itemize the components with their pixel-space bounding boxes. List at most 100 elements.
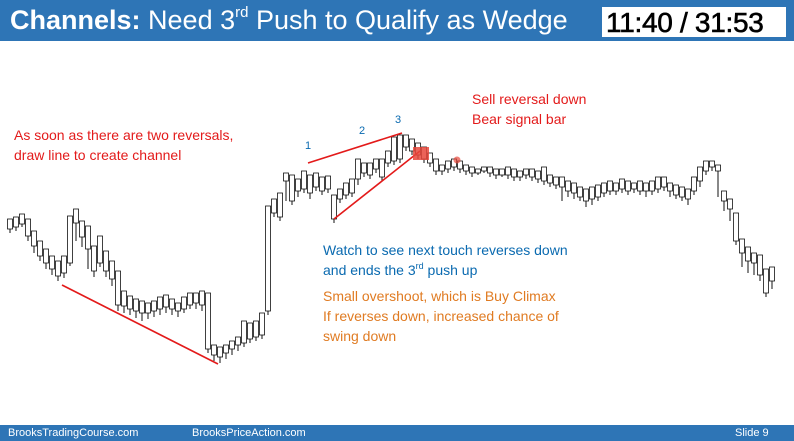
footer-course-link[interactable]: BrooksTradingCourse.com: [8, 427, 139, 439]
candle: [25, 218, 31, 241]
candle: [241, 320, 247, 347]
title-bar: Channels: Need 3rd Push to Qualify as We…: [0, 0, 794, 41]
candle: [319, 176, 325, 195]
candle: [367, 162, 373, 179]
candle: [247, 322, 253, 343]
candle: [529, 168, 535, 181]
watch-line-2: and ends the 3rd push up: [323, 261, 478, 279]
buy-climax-note: Small overshoot, which is Buy Climax If …: [323, 286, 559, 346]
candle: [403, 134, 409, 151]
candle: [763, 268, 769, 297]
candle: [79, 220, 85, 247]
candle: [559, 176, 565, 201]
candle: [595, 184, 601, 201]
candle: [229, 340, 235, 355]
candle: [169, 298, 175, 315]
candle: [109, 260, 115, 286]
climax-line-2: If reverses down, increased chance of: [323, 308, 559, 324]
candle: [163, 294, 169, 313]
footer-bar: BrooksTradingCourse.com BrooksPriceActio…: [0, 425, 794, 441]
candle: [667, 182, 673, 197]
candle: [757, 254, 763, 281]
bear-signal-bar-highlight: [413, 147, 429, 160]
candle: [361, 162, 367, 177]
wedge-upper-line: [307, 132, 403, 164]
candle: [337, 188, 343, 203]
candle: [517, 170, 523, 181]
candle: [193, 292, 199, 309]
candle: [313, 172, 319, 191]
candle: [265, 205, 271, 315]
candle: [289, 174, 295, 205]
candle: [625, 180, 631, 195]
title-text: Need 3: [140, 5, 236, 35]
candle: [631, 182, 637, 193]
candle: [295, 178, 301, 197]
two-reversals-note: As soon as there are two reversals, draw…: [14, 125, 233, 165]
candle: [745, 246, 751, 273]
candle: [211, 344, 217, 361]
candle: [19, 213, 25, 227]
candle: [613, 182, 619, 195]
candle: [601, 182, 607, 197]
candle: [73, 208, 79, 241]
candle: [205, 292, 211, 353]
candle: [493, 168, 499, 179]
candle: [697, 166, 703, 187]
candle: [85, 225, 91, 269]
candle: [343, 182, 349, 199]
candle: [445, 160, 451, 173]
candle: [91, 245, 97, 277]
candle: [325, 175, 331, 193]
candle: [709, 160, 715, 171]
candle: [283, 172, 289, 201]
candle: [721, 190, 727, 211]
candle: [43, 248, 49, 269]
timer-text: 11:40 / 31:53: [606, 7, 764, 38]
slide-title: Channels: Need 3rd Push to Qualify as We…: [10, 4, 568, 37]
push-label-3: 3: [395, 114, 402, 126]
candle: [97, 235, 103, 267]
candle: [121, 290, 127, 313]
footer-site-link[interactable]: BrooksPriceAction.com: [192, 427, 306, 439]
candle: [589, 186, 595, 205]
title-text-end: Push to Qualify as Wedge: [248, 5, 568, 35]
candle: [181, 296, 187, 313]
candle: [127, 295, 133, 315]
sell-reversal-note: Sell reversal down Bear signal bar: [472, 89, 586, 129]
candle: [499, 168, 505, 177]
candle: [433, 158, 439, 175]
candle: [409, 138, 415, 155]
video-timer: 11:40 / 31:53: [602, 7, 786, 38]
candle: [583, 188, 589, 207]
candle: [391, 136, 397, 165]
candle: [679, 186, 685, 201]
candle: [349, 178, 355, 197]
climax-line-1: Small overshoot, which is Buy Climax: [323, 288, 556, 304]
candle: [223, 344, 229, 359]
candle: [301, 170, 307, 193]
candle: [7, 218, 13, 233]
sell-line-2: Bear signal bar: [472, 111, 567, 127]
candle: [487, 166, 493, 177]
trendlines: [61, 132, 421, 365]
candle: [691, 176, 697, 195]
candle: [643, 182, 649, 197]
reversal-marker: [453, 156, 461, 164]
lower-trendline-left: [61, 284, 219, 365]
candle: [703, 160, 709, 175]
candle: [235, 336, 241, 351]
candle: [355, 158, 361, 185]
candle: [649, 180, 655, 195]
candle: [547, 174, 553, 187]
candle: [733, 212, 739, 245]
candle: [619, 178, 625, 193]
wedge-lower-line: [333, 150, 421, 220]
candle: [541, 166, 547, 185]
candle: [115, 270, 121, 311]
candle: [379, 158, 385, 181]
candle: [727, 198, 733, 221]
title-topic: Channels:: [10, 5, 141, 35]
candle: [655, 176, 661, 193]
candlesticks: [7, 134, 775, 363]
